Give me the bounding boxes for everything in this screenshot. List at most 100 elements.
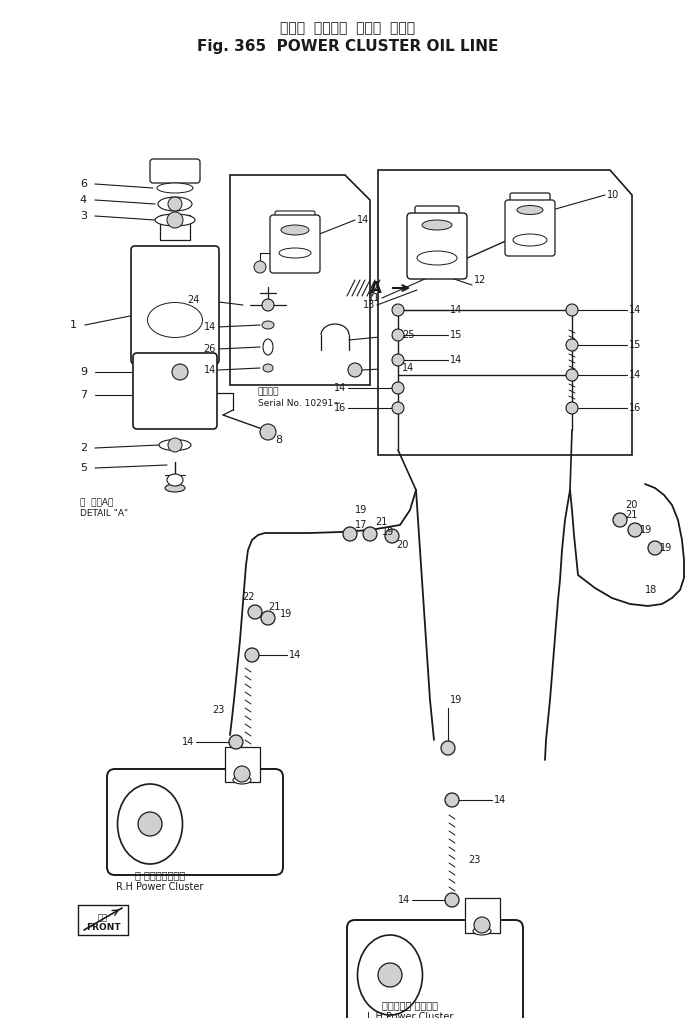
FancyBboxPatch shape bbox=[505, 200, 555, 256]
Text: 19: 19 bbox=[382, 527, 395, 538]
Text: 21: 21 bbox=[268, 602, 280, 612]
Circle shape bbox=[392, 304, 404, 316]
Text: 14: 14 bbox=[450, 355, 462, 365]
Text: 左．パワー クラスタ: 左．パワー クラスタ bbox=[382, 1000, 438, 1010]
FancyBboxPatch shape bbox=[160, 215, 190, 240]
FancyBboxPatch shape bbox=[275, 211, 315, 235]
Ellipse shape bbox=[263, 364, 273, 372]
Text: 19: 19 bbox=[660, 543, 672, 553]
Text: 19: 19 bbox=[640, 525, 652, 535]
Ellipse shape bbox=[517, 206, 543, 215]
Text: R.H Power Cluster: R.H Power Cluster bbox=[116, 882, 204, 892]
Text: 25: 25 bbox=[402, 330, 415, 340]
Text: DETAIL "A": DETAIL "A" bbox=[80, 509, 128, 517]
FancyBboxPatch shape bbox=[407, 213, 467, 279]
Circle shape bbox=[229, 735, 243, 749]
Ellipse shape bbox=[158, 197, 192, 211]
Ellipse shape bbox=[281, 225, 309, 235]
Text: Fig. 365  POWER CLUSTER OIL LINE: Fig. 365 POWER CLUSTER OIL LINE bbox=[197, 39, 498, 54]
Text: 3: 3 bbox=[80, 211, 87, 221]
Ellipse shape bbox=[155, 214, 195, 226]
FancyBboxPatch shape bbox=[465, 898, 500, 934]
Text: 7: 7 bbox=[80, 390, 87, 400]
Ellipse shape bbox=[473, 927, 491, 935]
Text: 17: 17 bbox=[355, 520, 367, 530]
FancyBboxPatch shape bbox=[270, 215, 320, 273]
Circle shape bbox=[445, 793, 459, 807]
Text: 14: 14 bbox=[398, 895, 410, 905]
Text: 14: 14 bbox=[450, 305, 462, 315]
Text: 20: 20 bbox=[396, 540, 408, 550]
Text: 右 パワークラスタ: 右 パワークラスタ bbox=[135, 870, 185, 880]
Text: 16: 16 bbox=[629, 403, 641, 413]
Text: 10: 10 bbox=[607, 190, 619, 200]
Circle shape bbox=[260, 425, 276, 440]
Text: 4: 4 bbox=[80, 195, 87, 205]
Circle shape bbox=[254, 261, 266, 273]
Text: 14: 14 bbox=[204, 365, 216, 375]
FancyBboxPatch shape bbox=[131, 246, 219, 364]
Ellipse shape bbox=[165, 484, 185, 492]
Text: 23: 23 bbox=[468, 855, 480, 865]
Circle shape bbox=[262, 299, 274, 312]
Circle shape bbox=[172, 364, 188, 380]
Circle shape bbox=[261, 611, 275, 625]
Circle shape bbox=[648, 541, 662, 555]
Ellipse shape bbox=[358, 935, 422, 1015]
Circle shape bbox=[167, 212, 183, 228]
Circle shape bbox=[348, 363, 362, 377]
FancyBboxPatch shape bbox=[347, 920, 523, 1018]
Circle shape bbox=[566, 369, 578, 381]
Text: 14: 14 bbox=[204, 322, 216, 332]
Circle shape bbox=[363, 527, 377, 541]
FancyBboxPatch shape bbox=[133, 353, 217, 429]
Ellipse shape bbox=[148, 302, 203, 338]
Circle shape bbox=[566, 304, 578, 316]
FancyBboxPatch shape bbox=[150, 159, 200, 183]
Circle shape bbox=[343, 527, 357, 541]
Text: A: A bbox=[370, 281, 382, 295]
Circle shape bbox=[248, 605, 262, 619]
Ellipse shape bbox=[279, 248, 311, 258]
Circle shape bbox=[613, 513, 627, 527]
Text: 1: 1 bbox=[70, 320, 77, 330]
Text: 15: 15 bbox=[450, 330, 462, 340]
Polygon shape bbox=[378, 170, 632, 455]
Text: 19: 19 bbox=[450, 695, 462, 705]
Text: 19: 19 bbox=[355, 505, 367, 515]
Text: パワー  クラスタ  オイル  ライン: パワー クラスタ オイル ライン bbox=[280, 21, 415, 35]
Text: 14: 14 bbox=[182, 737, 194, 747]
Ellipse shape bbox=[118, 784, 183, 864]
FancyBboxPatch shape bbox=[510, 193, 550, 215]
Ellipse shape bbox=[233, 776, 251, 784]
Ellipse shape bbox=[159, 440, 191, 451]
Ellipse shape bbox=[262, 321, 274, 329]
Circle shape bbox=[168, 438, 182, 452]
Text: 2: 2 bbox=[80, 443, 87, 453]
FancyBboxPatch shape bbox=[107, 769, 283, 875]
FancyBboxPatch shape bbox=[225, 747, 260, 782]
Text: 18: 18 bbox=[645, 585, 657, 595]
Circle shape bbox=[385, 529, 399, 543]
Ellipse shape bbox=[422, 220, 452, 230]
Text: 23: 23 bbox=[213, 705, 225, 715]
Circle shape bbox=[445, 893, 459, 907]
Circle shape bbox=[474, 917, 490, 934]
Text: 14: 14 bbox=[629, 305, 641, 315]
Circle shape bbox=[566, 402, 578, 414]
Text: 20: 20 bbox=[625, 500, 637, 510]
Text: 24: 24 bbox=[187, 295, 200, 305]
Ellipse shape bbox=[513, 234, 547, 246]
Text: 11: 11 bbox=[368, 293, 380, 303]
Text: 22: 22 bbox=[242, 592, 254, 602]
Text: L.H Power Cluster: L.H Power Cluster bbox=[367, 1012, 453, 1018]
Circle shape bbox=[392, 402, 404, 414]
Text: 5: 5 bbox=[80, 463, 87, 473]
Circle shape bbox=[628, 523, 642, 538]
Text: 9: 9 bbox=[80, 367, 87, 377]
Text: Serial No. 10291~: Serial No. 10291~ bbox=[258, 398, 341, 407]
Circle shape bbox=[392, 354, 404, 366]
Text: 14: 14 bbox=[494, 795, 506, 805]
Ellipse shape bbox=[417, 251, 457, 265]
Text: 26: 26 bbox=[204, 344, 216, 354]
